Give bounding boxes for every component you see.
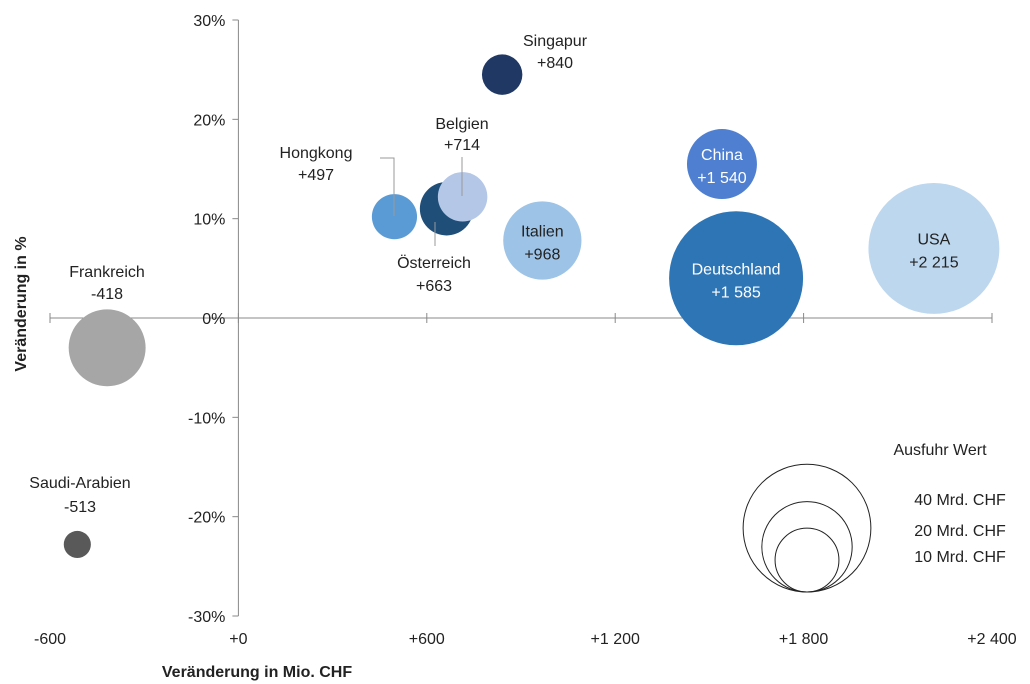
bubble-value-italien: +968	[524, 247, 560, 264]
y-tick-label: -10%	[188, 410, 225, 427]
y-tick-label: -20%	[188, 510, 225, 527]
bubble-label-hongkong: Hongkong	[280, 145, 353, 162]
legend-item-label: 10 Mrd. CHF	[914, 549, 1006, 566]
bubble-italien	[503, 201, 582, 280]
bubble-label-belgien: Belgien	[435, 116, 488, 133]
bubble-value-singapur: +840	[537, 55, 573, 72]
bubble-frankreich	[68, 309, 146, 387]
bubble-value-saudi-arabien: -513	[64, 499, 96, 516]
x-tick-label: +600	[409, 631, 445, 648]
x-tick-label: +2 400	[967, 631, 1016, 648]
bubble-value-frankreich: -418	[91, 286, 123, 303]
legend-circle	[761, 501, 853, 593]
bubble-label--sterreich: Österreich	[397, 254, 471, 272]
bubble-usa	[868, 183, 1000, 314]
bubble-value--sterreich: +663	[416, 278, 452, 295]
legend-item-label: 40 Mrd. CHF	[914, 492, 1006, 509]
bubble-hongkong	[371, 194, 418, 240]
x-tick-label: -600	[34, 631, 66, 648]
legend-circle	[774, 527, 840, 593]
bubble-label-frankreich: Frankreich	[69, 264, 145, 281]
bubble-deutschland	[669, 211, 804, 346]
bubble-value-china: +1 540	[697, 170, 746, 187]
bubble-label-deutschland: Deutschland	[692, 261, 781, 278]
y-tick-label: 0%	[202, 311, 225, 328]
bubble-value-usa: +2 215	[909, 254, 958, 271]
y-tick-label: 10%	[193, 212, 225, 229]
y-axis-title: Veränderung in %	[13, 236, 30, 371]
bubble-saudi-arabien	[63, 530, 91, 559]
legend-item-label: 20 Mrd. CHF	[914, 523, 1006, 540]
bubble-label-saudi-arabien: Saudi-Arabien	[29, 475, 130, 492]
x-tick-label: +1 800	[779, 631, 828, 648]
bubble-value-deutschland: +1 585	[711, 284, 760, 301]
bubble-label-singapur: Singapur	[523, 33, 588, 50]
y-tick-label: 30%	[193, 13, 225, 30]
bubble-value-hongkong: +497	[298, 167, 334, 184]
legend-title: Ausfuhr Wert	[893, 442, 987, 459]
bubble-china	[686, 129, 757, 200]
y-tick-label: 20%	[193, 112, 225, 129]
bubble-value-belgien: +714	[444, 137, 480, 154]
leader-line-hongkong	[380, 157, 395, 216]
bubble-label-usa: USA	[917, 231, 950, 248]
bubble-label-china: China	[701, 147, 743, 164]
bubble-belgien	[437, 172, 488, 222]
bubble-singapur	[481, 54, 523, 95]
x-axis-title: Veränderung in Mio. CHF	[162, 664, 352, 681]
x-tick-label: +0	[229, 631, 247, 648]
y-tick-label: -30%	[188, 609, 225, 626]
x-tick-label: +1 200	[591, 631, 640, 648]
bubble-label-italien: Italien	[521, 224, 564, 241]
